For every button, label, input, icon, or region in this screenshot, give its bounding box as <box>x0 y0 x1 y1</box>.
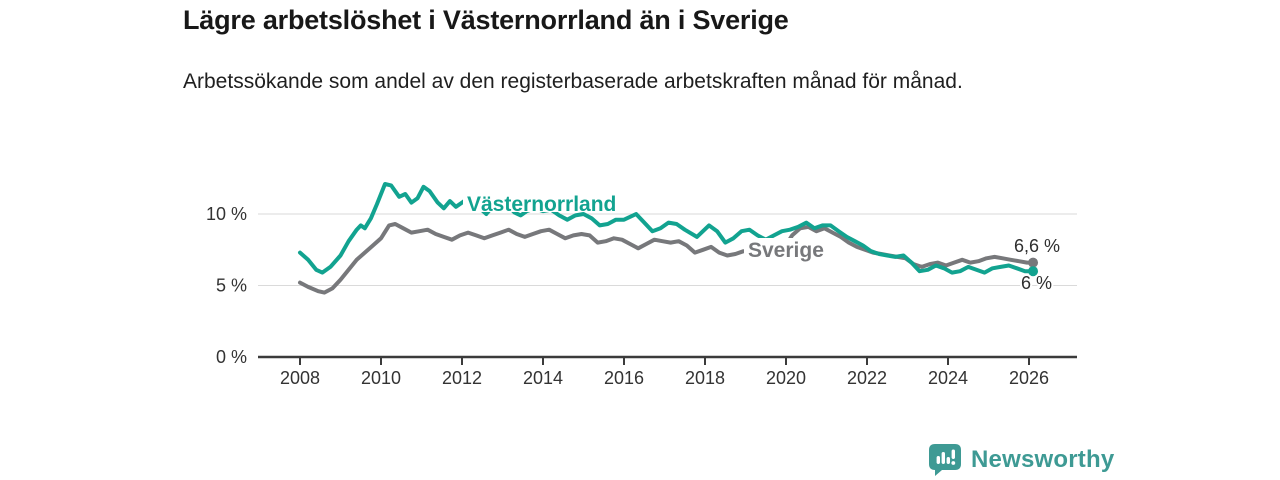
end-value-label-sverige: 6,6 % <box>1014 236 1060 256</box>
series-label-västernorrland: Västernorrland <box>467 193 616 216</box>
y-tick-label: 10 % <box>206 204 247 224</box>
page-title: Lägre arbetslöshet i Västernorrland än i… <box>183 5 789 35</box>
logo-exclamation-bar <box>951 449 955 459</box>
series-label-sverige: Sverige <box>748 239 824 262</box>
logo-exclamation-dot <box>951 461 956 465</box>
x-tick-label: 2016 <box>604 368 644 388</box>
y-tick-label: 5 % <box>216 276 247 296</box>
x-tick-label: 2018 <box>685 368 725 388</box>
newsworthy-logo[interactable]: Newsworthy <box>928 443 1114 477</box>
x-tick-label: 2008 <box>280 368 320 388</box>
series-line-sverige <box>298 222 1035 295</box>
x-tick-label: 2014 <box>523 368 563 388</box>
x-tick-label: 2010 <box>361 368 401 388</box>
series-label-mask <box>463 190 631 212</box>
x-tick-label: 2022 <box>847 368 887 388</box>
logo-bar-2 <box>941 452 945 464</box>
newsworthy-icon <box>929 444 961 476</box>
x-tick-label: 2020 <box>766 368 806 388</box>
x-tick-label: 2026 <box>1009 368 1049 388</box>
end-dot-sverige <box>1028 257 1039 268</box>
newsworthy-wordmark: Newsworthy <box>971 446 1115 473</box>
y-tick-label: 0 % <box>216 347 247 367</box>
logo-bar-3 <box>946 457 950 464</box>
series-line-västernorrland <box>298 182 1035 275</box>
x-tick-label: 2012 <box>442 368 482 388</box>
end-dot-västernorrland <box>1028 266 1039 277</box>
page-subtitle: Arbetssökande som andel av den registerb… <box>183 70 963 93</box>
logo-bar-1 <box>936 456 940 464</box>
series-label-mask <box>744 238 828 260</box>
x-tick-label: 2024 <box>928 368 968 388</box>
end-value-label-västernorrland: 6 % <box>1021 273 1052 293</box>
